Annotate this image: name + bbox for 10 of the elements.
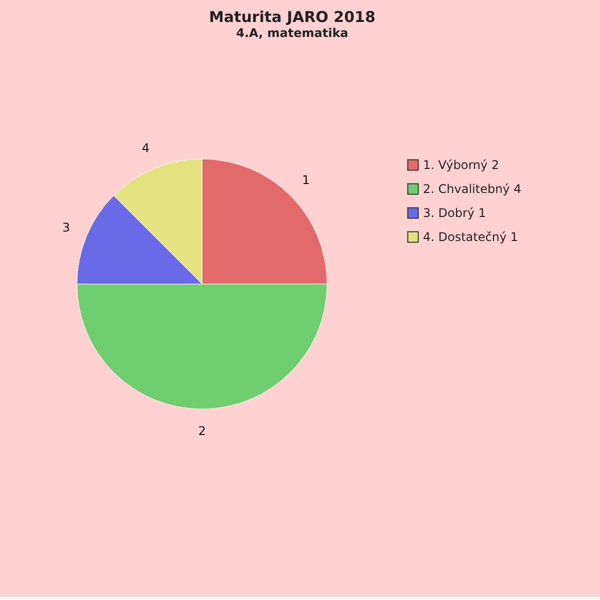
legend-label: 1. Výborný 2 [423,158,500,172]
chart-title: Maturita JARO 2018 [208,8,376,26]
text: 1 [302,173,310,188]
legend-label: 2. Chvalitebný 4 [423,182,522,196]
chart-subtitle: 4.A, matematika [236,26,348,40]
text: 3 [62,220,70,235]
text: 2 [198,424,206,438]
legend-label: 4. Dostatečný 1 [423,230,518,244]
legend-label: 3. Dobrý 1 [423,206,486,220]
text: 4 [142,141,150,156]
